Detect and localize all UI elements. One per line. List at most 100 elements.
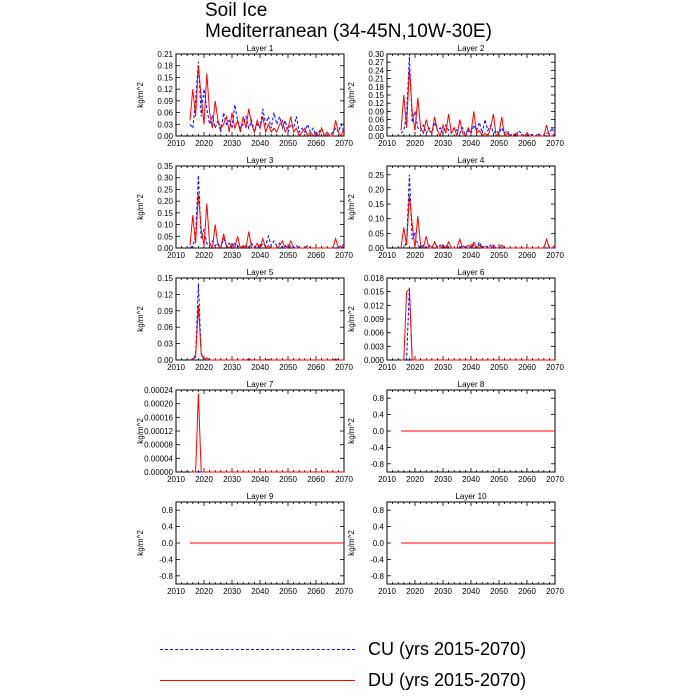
- y-tick-label: 0.00: [157, 244, 173, 253]
- y-tick-label: 0.12: [157, 290, 173, 299]
- panel-layer-10: Layer 10 kg/m^2 2010 2020 2030 2040 2050 2060 20…: [347, 492, 564, 596]
- series-line-cu: [189, 61, 345, 138]
- y-tick-label: -0.8: [370, 572, 384, 581]
- legend-label-du: DU (yrs 2015-2070): [368, 670, 527, 690]
- x-tick-label: 2020: [195, 587, 213, 596]
- y-tick-label: 0.12: [368, 99, 384, 108]
- panel-layer-4: Layer 4 kg/m^2 2010 2020 2030 2040 2050 2060 207…: [347, 156, 564, 260]
- y-axis-label: kg/m^2: [136, 418, 145, 444]
- y-tick-label: 0.10: [157, 221, 173, 230]
- y-tick-label: 0.4: [373, 411, 385, 420]
- panel-title: Layer 6: [458, 268, 485, 277]
- y-tick-label: 0.00: [368, 244, 384, 253]
- x-tick-label: 2060: [307, 587, 325, 596]
- y-tick-label: 0.00: [157, 132, 173, 141]
- legend-swatch-cu: [160, 649, 355, 650]
- y-tick-label: 0.09: [157, 97, 173, 106]
- x-tick-label: 2010: [378, 139, 396, 148]
- y-tick-label: 0.0: [373, 539, 385, 548]
- y-tick-label: 0.4: [373, 523, 385, 532]
- x-tick-label: 2030: [434, 475, 452, 484]
- x-tick-label: 2070: [546, 363, 564, 372]
- x-tick-label: 2010: [167, 363, 185, 372]
- x-tick-label: 2020: [406, 139, 424, 148]
- panel-layer-8: Layer 8 kg/m^2 2010 2020 2030 2040 2050 2060 207…: [347, 380, 564, 484]
- x-tick-label: 2070: [546, 475, 564, 484]
- y-tick-label: 0.15: [157, 209, 173, 218]
- panel-title: Layer 7: [247, 380, 274, 389]
- x-tick-label: 2070: [546, 587, 564, 596]
- y-tick-label: 0.20: [368, 185, 384, 194]
- y-axis-label: kg/m^2: [347, 530, 356, 556]
- y-tick-label: 0.015: [364, 288, 385, 297]
- x-tick-label: 2060: [307, 139, 325, 148]
- x-tick-label: 2020: [406, 475, 424, 484]
- y-tick-label: -0.4: [370, 443, 384, 452]
- legend-swatch-du: [160, 680, 355, 681]
- y-tick-label: 0.20: [157, 197, 173, 206]
- y-tick-label: 0.06: [157, 109, 173, 118]
- x-tick-label: 2040: [251, 475, 269, 484]
- x-tick-label: 2030: [434, 587, 452, 596]
- panel-layer-5: Layer 5 kg/m^2 2010 2020 2030 2040 2050 2060 207…: [136, 268, 353, 372]
- y-tick-label: 0.009: [364, 315, 385, 324]
- y-tick-label: 0.00012: [144, 427, 173, 436]
- x-tick-label: 2040: [251, 587, 269, 596]
- y-tick-label: 0.15: [368, 91, 384, 100]
- y-tick-label: 0.27: [368, 58, 384, 67]
- x-tick-label: 2050: [279, 363, 297, 372]
- x-tick-label: 2020: [195, 363, 213, 372]
- x-tick-label: 2020: [406, 587, 424, 596]
- x-tick-label: 2010: [378, 251, 396, 260]
- series-line-cu: [190, 283, 344, 361]
- x-tick-label: 2050: [490, 139, 508, 148]
- panel-title: Layer 10: [455, 492, 487, 501]
- y-axis-label: kg/m^2: [136, 82, 145, 108]
- series-line-cu: [189, 175, 345, 250]
- x-tick-label: 2070: [546, 251, 564, 260]
- y-tick-label: 0.000: [364, 356, 385, 365]
- x-tick-label: 2030: [223, 475, 241, 484]
- panel-title: Layer 8: [458, 380, 485, 389]
- y-axis-label: kg/m^2: [136, 194, 145, 220]
- x-tick-label: 2040: [462, 139, 480, 148]
- x-tick-label: 2030: [434, 251, 452, 260]
- x-tick-label: 2050: [490, 251, 508, 260]
- x-tick-label: 2060: [518, 587, 536, 596]
- y-axis-label: kg/m^2: [347, 418, 356, 444]
- x-tick-label: 2050: [279, 475, 297, 484]
- y-tick-label: 0.15: [368, 200, 384, 209]
- x-tick-label: 2020: [195, 251, 213, 260]
- panel-title: Layer 5: [247, 268, 274, 277]
- x-tick-label: 2010: [378, 475, 396, 484]
- x-tick-label: 2070: [335, 363, 353, 372]
- panel-title: Layer 4: [458, 156, 485, 165]
- x-tick-label: 2050: [490, 475, 508, 484]
- y-axis-label: kg/m^2: [347, 194, 356, 220]
- y-tick-label: 0.00016: [144, 413, 173, 422]
- x-tick-label: 2040: [462, 587, 480, 596]
- panel-title: Layer 3: [247, 156, 274, 165]
- y-tick-label: 0.35: [157, 162, 173, 171]
- panel-title: Layer 2: [458, 44, 485, 53]
- series-line-cu: [401, 287, 555, 361]
- x-tick-label: 2030: [223, 251, 241, 260]
- y-tick-label: 0.03: [157, 120, 173, 129]
- y-tick-label: 0.24: [368, 66, 384, 75]
- y-axis-label: kg/m^2: [347, 306, 356, 332]
- y-tick-label: 0.10: [368, 215, 384, 224]
- chart-subtitle: Mediterranean (34-45N,10W-30E): [205, 21, 492, 42]
- x-tick-label: 2050: [490, 363, 508, 372]
- x-tick-label: 2050: [279, 139, 297, 148]
- y-tick-label: 0.8: [162, 506, 174, 515]
- x-tick-label: 2060: [518, 251, 536, 260]
- y-tick-label: 0.00020: [144, 400, 173, 409]
- y-tick-label: 0.0: [162, 539, 174, 548]
- x-tick-label: 2060: [307, 251, 325, 260]
- chart-title: Soil Ice: [205, 0, 268, 21]
- y-tick-label: 0.30: [368, 50, 384, 59]
- y-axis-label: kg/m^2: [136, 306, 145, 332]
- series-line-du: [189, 305, 344, 361]
- legend-item-du: DU (yrs 2015-2070): [160, 669, 560, 693]
- y-tick-label: 0.09: [157, 307, 173, 316]
